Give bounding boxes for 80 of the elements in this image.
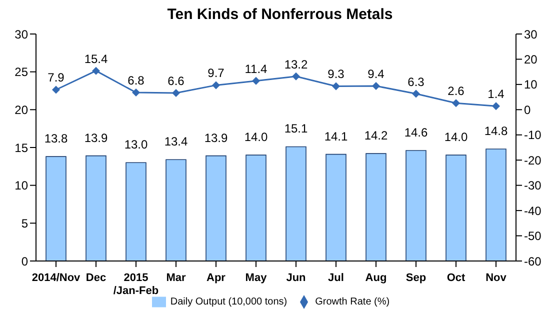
data-label: 14.8 <box>484 124 508 138</box>
legend-label: Daily Output (10,000 tons) <box>170 296 288 308</box>
x-tick-label: Jul <box>328 272 344 284</box>
legend-label: Growth Rate (%) <box>315 296 390 308</box>
bar <box>406 150 426 261</box>
y-tick-label: 10 <box>14 178 28 193</box>
data-label: 14.1 <box>324 129 348 144</box>
point <box>332 82 340 90</box>
point <box>252 76 260 85</box>
bar <box>286 146 306 261</box>
point <box>492 102 500 110</box>
bar <box>326 154 346 261</box>
x-tick-label: May <box>245 272 268 284</box>
y-tick-label: 5 <box>21 216 28 230</box>
point <box>412 90 420 98</box>
y-tick-label: 30 <box>14 27 28 42</box>
x-tick-label: Mar <box>166 272 186 284</box>
bar <box>486 148 506 261</box>
point <box>52 86 60 94</box>
point <box>92 66 100 75</box>
data-label: 14.2 <box>364 128 388 143</box>
y2-tick-label: 20 <box>524 52 538 66</box>
chart-title: Ten Kinds of Nonferrous Metals <box>166 6 394 25</box>
data-label: 13.4 <box>164 134 188 149</box>
y2-tick-label: 30 <box>524 27 538 42</box>
data-label: 2.6 <box>448 84 465 98</box>
point <box>172 89 180 98</box>
bar <box>366 153 386 261</box>
y2-tick-label: -20 <box>524 153 542 168</box>
data-label: 11.4 <box>244 62 268 76</box>
x-tick-label: 2015 /Jan-Feb <box>113 272 159 297</box>
bar <box>206 155 226 261</box>
bar <box>46 156 66 261</box>
point <box>132 88 140 97</box>
point <box>452 99 460 108</box>
data-label: 1.4 <box>488 87 505 102</box>
bar <box>126 162 146 261</box>
point <box>372 82 380 90</box>
data-label: 13.8 <box>44 132 68 146</box>
data-label: 6.6 <box>168 74 185 88</box>
point <box>292 72 300 80</box>
data-label: 9.7 <box>208 66 225 80</box>
data-label: 13.0 <box>124 138 148 152</box>
x-tick-label: Jun <box>286 272 306 284</box>
data-label: 14.6 <box>404 126 428 140</box>
x-tick-label: Apr <box>206 272 226 284</box>
bar <box>166 159 186 261</box>
y2-tick-label: -30 <box>524 178 542 193</box>
x-tick-label: Dec <box>86 272 106 284</box>
x-tick-label: 2014/Nov <box>32 272 82 284</box>
data-label: 13.2 <box>284 57 308 72</box>
bar <box>246 154 266 261</box>
x-tick-label: Nov <box>486 272 508 284</box>
data-label: 6.8 <box>128 74 145 88</box>
y-tick-label: 25 <box>14 65 28 80</box>
x-tick-label: Aug <box>365 272 387 284</box>
y2-tick-label: -10 <box>524 128 542 142</box>
bar <box>446 154 466 261</box>
data-label: 13.9 <box>84 130 108 145</box>
bar <box>86 155 106 261</box>
data-label: 9.4 <box>368 66 385 81</box>
data-label: 14.0 <box>444 130 468 144</box>
data-label: 15.1 <box>284 122 308 136</box>
y2-tick-label: 10 <box>524 78 538 92</box>
y2-tick-label: -60 <box>524 254 542 268</box>
point <box>212 81 220 90</box>
data-label: 13.9 <box>204 130 228 145</box>
y2-tick-label: -40 <box>524 204 542 218</box>
data-label: 14.0 <box>244 130 268 144</box>
y2-tick-label: 0 <box>524 102 531 117</box>
y-tick-label: 20 <box>14 102 28 117</box>
y-tick-label: 0 <box>21 254 28 268</box>
data-label: 15.4 <box>84 52 108 66</box>
x-tick-label: Oct <box>446 272 466 284</box>
y2-tick-label: -50 <box>524 229 542 244</box>
y-tick-label: 15 <box>14 140 28 155</box>
data-label: 7.9 <box>48 70 65 85</box>
data-label: 9.3 <box>328 67 345 82</box>
data-label: 6.3 <box>408 74 425 89</box>
x-tick-label: Sep <box>406 272 426 284</box>
